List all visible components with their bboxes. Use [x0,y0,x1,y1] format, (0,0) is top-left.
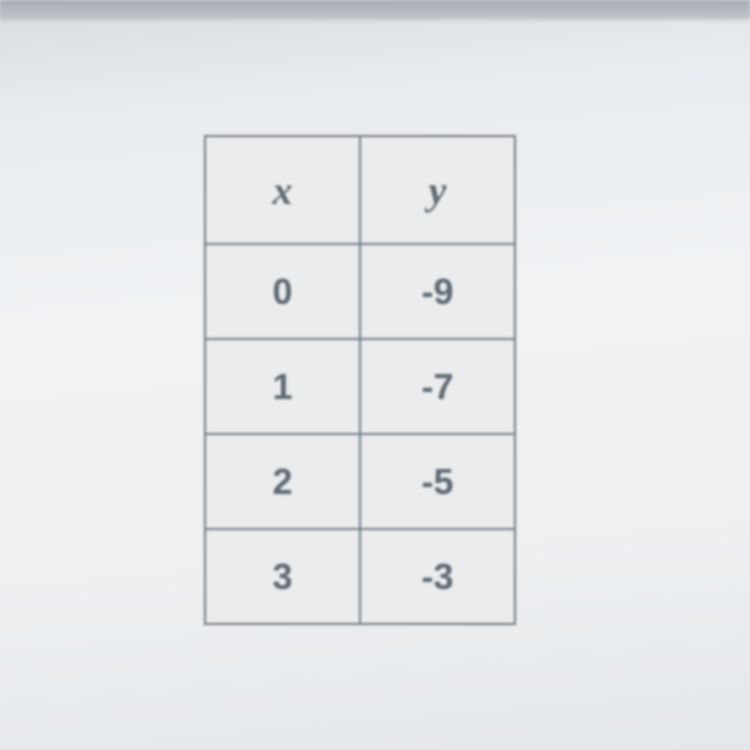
cell-y: -3 [360,529,515,624]
table-row: 1 -7 [205,339,515,434]
table-row: 0 -9 [205,244,515,339]
cell-x: 1 [205,339,360,434]
cell-x: 3 [205,529,360,624]
cell-y: -5 [360,434,515,529]
xy-table: x y 0 -9 1 -7 2 -5 3 -3 [204,135,516,625]
cell-y: -7 [360,339,515,434]
cell-x: 2 [205,434,360,529]
cell-x: 0 [205,244,360,339]
table-row: 3 -3 [205,529,515,624]
cell-y: -9 [360,244,515,339]
table-row: 2 -5 [205,434,515,529]
column-header-y: y [360,136,515,244]
column-header-x: x [205,136,360,244]
table-container: x y 0 -9 1 -7 2 -5 3 -3 [200,131,520,629]
table-header-row: x y [205,136,515,244]
